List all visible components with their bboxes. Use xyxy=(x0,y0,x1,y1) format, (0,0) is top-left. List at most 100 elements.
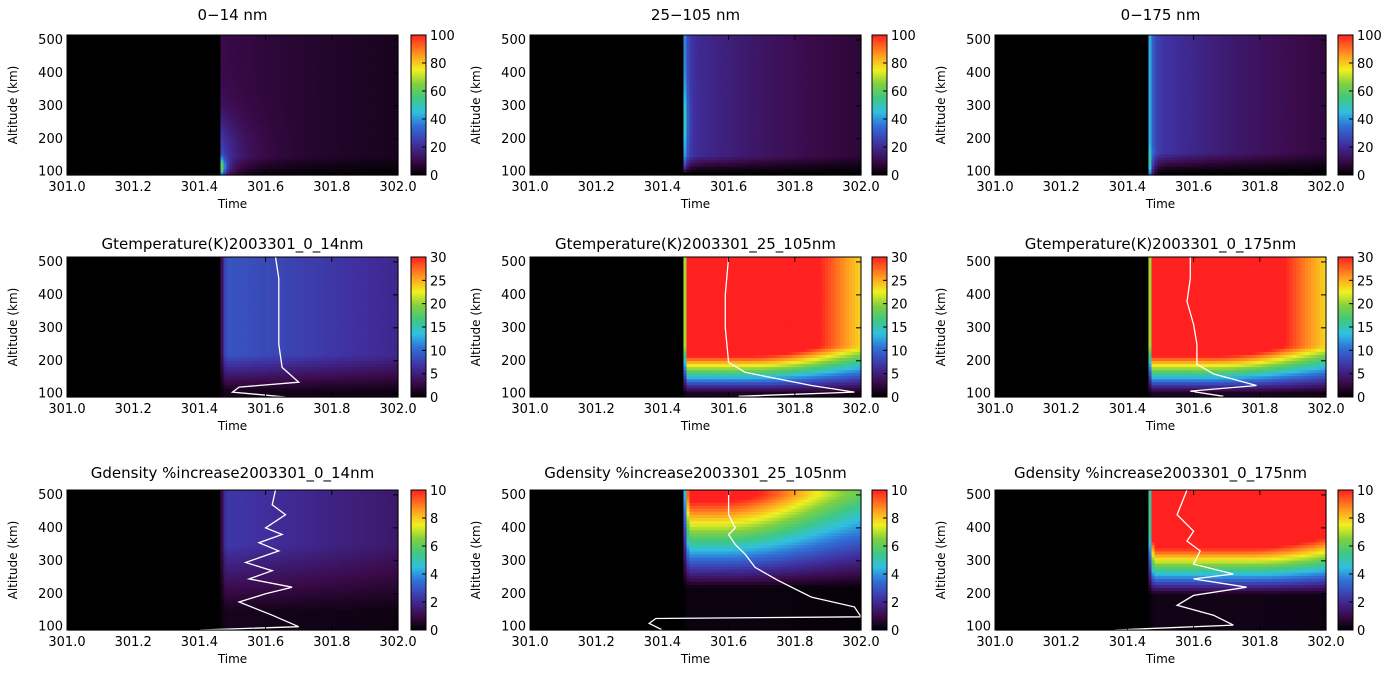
heatmap-cell xyxy=(112,83,116,88)
heatmap-cell xyxy=(91,105,95,109)
heatmap-cell xyxy=(151,129,155,133)
heatmap-cell xyxy=(127,83,131,88)
heatmap-cell xyxy=(94,135,98,140)
heatmap-cell xyxy=(88,138,92,143)
heatmap-cell xyxy=(94,95,98,100)
heatmap-cell xyxy=(97,108,101,112)
heatmap-cell xyxy=(100,71,104,76)
heatmap-cell xyxy=(145,68,149,73)
heatmap-cell xyxy=(139,111,143,115)
heatmap-cell xyxy=(67,44,71,48)
heatmap-cell xyxy=(82,150,86,155)
heatmap-cell xyxy=(97,44,101,48)
heatmap-cell xyxy=(127,74,131,79)
heatmap-cell xyxy=(70,147,74,152)
heatmap-cell xyxy=(88,83,92,88)
heatmap-cell xyxy=(130,111,134,115)
heatmap-cell xyxy=(166,147,170,152)
heatmap-cell xyxy=(136,83,140,88)
heatmap-cell xyxy=(67,150,71,155)
heatmap-cell xyxy=(157,65,161,70)
heatmap-cell xyxy=(76,108,80,112)
heatmap-cell xyxy=(100,62,104,67)
heatmap-cell xyxy=(157,171,161,176)
heatmap-cell xyxy=(136,56,140,60)
heatmap-cell xyxy=(163,68,167,73)
heatmap-cell xyxy=(163,53,167,57)
heatmap-cell xyxy=(94,159,98,164)
heatmap-cell xyxy=(154,77,158,82)
heatmap-cell xyxy=(85,50,89,54)
heatmap-cell xyxy=(103,56,107,60)
heatmap-cell xyxy=(169,38,173,42)
heatmap-cell xyxy=(160,162,164,167)
heatmap-cell xyxy=(106,135,110,140)
heatmap-cell xyxy=(85,108,89,112)
heatmap-cell xyxy=(82,114,86,118)
heatmap-cell xyxy=(148,105,152,109)
heatmap-cell xyxy=(169,117,173,121)
heatmap-cell xyxy=(154,171,158,176)
heatmap-cell xyxy=(136,92,140,97)
heatmap-cell xyxy=(145,41,149,45)
heatmap-cell xyxy=(112,171,116,176)
heatmap-cell xyxy=(103,98,107,103)
heatmap-cell xyxy=(79,138,83,143)
heatmap-cell xyxy=(148,162,152,167)
heatmap-cell xyxy=(79,95,83,100)
heatmap-cell xyxy=(133,50,137,54)
heatmap-cell xyxy=(160,138,164,143)
heatmap-cell xyxy=(103,150,107,155)
heatmap-cell xyxy=(145,98,149,103)
heatmap-cell xyxy=(139,35,143,39)
heatmap-cell xyxy=(124,35,128,39)
heatmap-cell xyxy=(130,50,134,54)
heatmap-cell xyxy=(184,68,188,73)
heatmap-cell xyxy=(91,35,95,39)
heatmap-cell xyxy=(94,50,98,54)
heatmap-cell xyxy=(184,114,188,118)
heatmap-cell xyxy=(88,68,92,73)
heatmap-cell xyxy=(73,53,77,57)
heatmap-cell xyxy=(67,171,71,176)
heatmap-cell xyxy=(178,98,182,103)
heatmap-cell xyxy=(127,59,131,63)
heatmap-cell xyxy=(166,108,170,112)
heatmap-cell xyxy=(85,86,89,91)
heatmap-cell xyxy=(94,68,98,73)
heatmap-cell xyxy=(181,144,185,149)
heatmap-cell xyxy=(82,62,86,67)
heatmap-cell xyxy=(97,162,101,167)
heatmap-cell xyxy=(79,44,83,48)
heatmap-cell xyxy=(76,86,80,91)
heatmap-cell xyxy=(151,114,155,118)
heatmap-cell xyxy=(136,44,140,48)
heatmap-cell xyxy=(151,147,155,152)
heatmap-cell xyxy=(181,129,185,133)
heatmap-cell xyxy=(94,141,98,146)
heatmap-cell xyxy=(79,147,83,152)
heatmap-cell xyxy=(166,65,170,70)
heatmap-cell xyxy=(79,89,83,94)
heatmap-cell xyxy=(88,114,92,118)
heatmap-cell xyxy=(85,135,89,140)
heatmap-cell xyxy=(109,80,113,85)
heatmap-cell xyxy=(148,86,152,91)
heatmap-cell xyxy=(115,56,119,60)
heatmap-cell xyxy=(106,108,110,112)
heatmap-cell xyxy=(91,101,95,106)
heatmap-cell xyxy=(166,59,170,63)
heatmap-cell xyxy=(157,71,161,76)
heatmap-cell xyxy=(112,105,116,109)
heatmap-cell xyxy=(166,92,170,97)
heatmap-cell xyxy=(67,117,71,121)
heatmap-cell xyxy=(118,50,122,54)
heatmap-cell xyxy=(151,144,155,149)
heatmap-cell xyxy=(160,59,164,63)
heatmap-cell xyxy=(175,144,179,149)
heatmap-cell xyxy=(70,117,74,121)
heatmap-cell xyxy=(139,38,143,42)
heatmap-cell xyxy=(130,138,134,143)
heatmap-cell xyxy=(175,165,179,170)
heatmap-cell xyxy=(118,65,122,70)
